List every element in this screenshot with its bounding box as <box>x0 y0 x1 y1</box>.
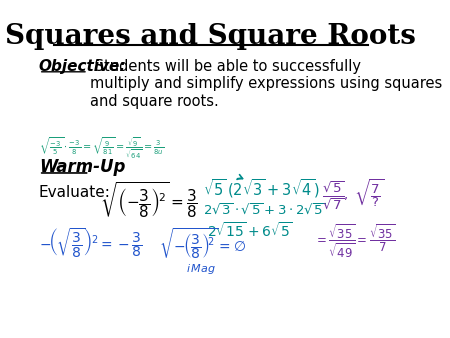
Text: Squares and Square Roots: Squares and Square Roots <box>5 23 416 50</box>
Text: Students will be able to successfully
multiply and simplify expressions using sq: Students will be able to successfully mu… <box>90 59 442 109</box>
Text: Objective:: Objective: <box>39 59 126 74</box>
Text: $-\!\left(\sqrt{\dfrac{3}{8}}\right)^{\!2}=-\dfrac{3}{8}$: $-\!\left(\sqrt{\dfrac{3}{8}}\right)^{\!… <box>39 226 142 260</box>
Text: $\sqrt{5}\,(2\sqrt{3}+3\sqrt{4})$: $\sqrt{5}\,(2\sqrt{3}+3\sqrt{4})$ <box>203 177 320 200</box>
Text: $2\sqrt{3}\cdot\sqrt{5}+3\cdot2\sqrt{5}$: $2\sqrt{3}\cdot\sqrt{5}+3\cdot2\sqrt{5}$ <box>203 203 326 218</box>
Text: Evaluate:: Evaluate: <box>39 185 111 200</box>
FancyArrowPatch shape <box>237 175 243 179</box>
Text: $\sqrt{\frac{-3}{5}}\cdot\frac{-3}{8}=\sqrt{\frac{9}{81}}=\frac{\sqrt{9}}{\sqrt{: $\sqrt{\frac{-3}{5}}\cdot\frac{-3}{8}=\s… <box>39 136 164 162</box>
Text: Warm-Up: Warm-Up <box>39 158 125 176</box>
Text: $\sqrt{-\!\left(\dfrac{3}{8}\right)^{\!2}}=\emptyset$: $\sqrt{-\!\left(\dfrac{3}{8}\right)^{\!2… <box>159 226 247 261</box>
Text: $2\sqrt{15}+6\sqrt{5}$: $2\sqrt{15}+6\sqrt{5}$ <box>207 221 292 240</box>
Text: $i\,Mag$: $i\,Mag$ <box>185 262 216 276</box>
Text: $\dfrac{\sqrt{5}}{\sqrt{7}},\;\sqrt{\dfrac{7}{?}}$: $\dfrac{\sqrt{5}}{\sqrt{7}},\;\sqrt{\dfr… <box>322 177 384 211</box>
Text: $=\dfrac{\sqrt{35}}{\sqrt{49}}=\dfrac{\sqrt{35}}{7}$: $=\dfrac{\sqrt{35}}{\sqrt{49}}=\dfrac{\s… <box>314 222 396 260</box>
Text: $\sqrt{\left(-\dfrac{3}{8}\right)^{\!2}}=\dfrac{3}{8}$: $\sqrt{\left(-\dfrac{3}{8}\right)^{\!2}}… <box>100 180 198 220</box>
